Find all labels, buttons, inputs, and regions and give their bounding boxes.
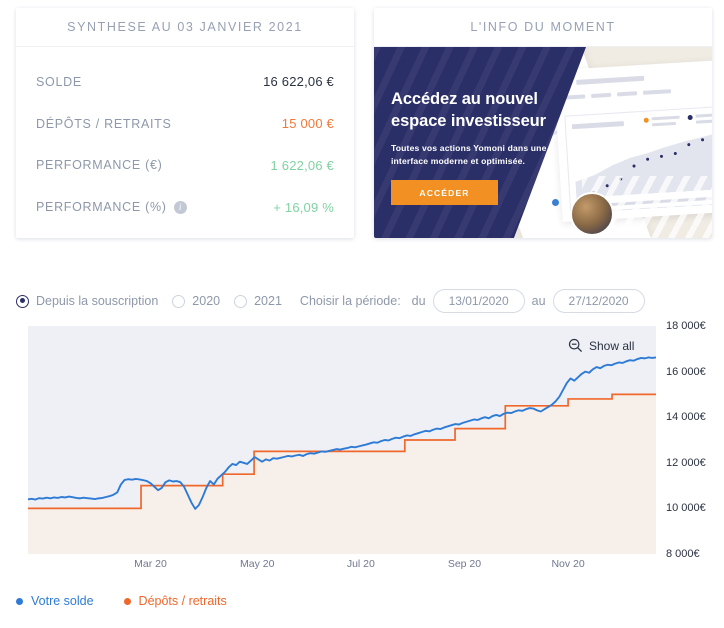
date-to-input[interactable]: 27/12/2020 <box>552 289 645 313</box>
summary-label-wrap: DÉPÔTS / RETRAITS <box>36 117 172 131</box>
radio-option-subscription[interactable]: Depuis la souscription <box>16 294 158 308</box>
legend-label: Votre solde <box>31 594 94 608</box>
summary-row-label: DÉPÔTS / RETRAITS <box>36 116 172 131</box>
show-all-button[interactable]: Show all <box>568 338 634 353</box>
legend-color-dot <box>16 597 23 605</box>
from-prefix: du <box>411 294 426 308</box>
promo-banner-header: L'INFO DU MOMENT <box>374 8 712 47</box>
legend-item-balance[interactable]: Votre solde <box>16 594 94 608</box>
x-axis-tick: Mar 20 <box>134 558 167 570</box>
summary-row-label: PERFORMANCE (%) <box>36 200 167 215</box>
summary-row-label: SOLDE <box>36 74 82 89</box>
banner-subtitle: Toutes vos actions Yomoni dans une inter… <box>391 142 547 166</box>
to-prefix: au <box>531 294 546 308</box>
radio-label[interactable]: 2020 <box>192 294 221 308</box>
y-axis-tick: 12 000€ <box>666 456 706 469</box>
summary-row-value: 15 000 € <box>281 116 334 132</box>
promo-banner-card: L'INFO DU MOMENT <box>374 8 712 238</box>
radio-option-2020[interactable]: 2020 <box>172 294 220 308</box>
summary-label-wrap: SOLDE <box>36 75 82 89</box>
radio-label[interactable]: 2021 <box>254 294 282 308</box>
summary-row: SOLDE 16 622,06 € <box>36 65 334 99</box>
x-axis-tick: Jul 20 <box>346 558 375 570</box>
summary-row: PERFORMANCE (€) 1 622,06 € <box>36 148 334 182</box>
radio-icon[interactable] <box>234 294 248 308</box>
summary-row: PERFORMANCE (%) i + 16,09 % <box>36 190 334 224</box>
summary-row-value: 16 622,06 € <box>263 74 334 90</box>
x-axis-tick: Nov 20 <box>551 558 585 570</box>
radio-label[interactable]: Depuis la souscription <box>36 294 159 308</box>
deposits-area-fill <box>28 394 656 554</box>
legend-color-dot <box>123 597 131 605</box>
summary-label-wrap: PERFORMANCE (%) i <box>36 200 187 214</box>
x-axis-labels: Mar 20 May 20 Jul 20 Sep 20 Nov 20 <box>28 558 656 576</box>
x-axis-tick: Sep 20 <box>447 558 482 570</box>
info-icon[interactable]: i <box>173 200 187 214</box>
promo-banner-art[interactable]: Accédez au nouvel espace investisseur To… <box>374 47 712 238</box>
legend-label: Dépôts / retraits <box>138 594 227 608</box>
radio-icon[interactable] <box>16 294 29 308</box>
y-axis-tick: 10 000€ <box>666 502 706 515</box>
decorative-dot <box>552 199 559 206</box>
performance-chart: Show all 18 000€ 16 000€ 14 000€ 12 000€ 10 … <box>16 320 716 571</box>
summary-card: SYNTHESE AU 03 JANVIER 2021 SOLDE 16 622… <box>16 8 354 238</box>
y-axis-labels: 18 000€ 16 000€ 14 000€ 12 000€ 10 000€ 8 000… <box>666 320 724 560</box>
y-axis-tick: 8 000€ <box>666 548 700 560</box>
summary-card-header: SYNTHESE AU 03 JANVIER 2021 <box>16 8 354 47</box>
deposits-step-line <box>28 393 656 510</box>
period-label: Choisir la période: <box>299 294 401 308</box>
radio-icon[interactable] <box>172 294 186 308</box>
magnifier-minus-icon <box>568 338 583 353</box>
banner-cta-button[interactable]: ACCÉDER <box>391 180 498 206</box>
y-axis-tick: 16 000€ <box>666 365 706 378</box>
show-all-label: Show all <box>589 338 635 353</box>
summary-row: DÉPÔTS / RETRAITS 15 000 € <box>36 107 334 141</box>
banner-copy: Accédez au nouvel espace investisseur To… <box>391 89 566 206</box>
chart-plot-area[interactable] <box>27 326 657 554</box>
banner-title: Accédez au nouvel espace investisseur <box>391 90 546 130</box>
summary-row-label: PERFORMANCE (€) <box>36 158 163 173</box>
summary-card-body: SOLDE 16 622,06 € DÉPÔTS / RETRAITS 15 0… <box>16 47 354 238</box>
date-from-input[interactable]: 13/01/2020 <box>432 289 525 313</box>
chart-legend: Votre solde Dépôts / retraits <box>16 594 227 608</box>
y-axis-tick: 14 000€ <box>666 411 706 424</box>
balance-line <box>27 356 657 510</box>
summary-label-wrap: PERFORMANCE (€) <box>36 158 162 172</box>
avatar <box>570 192 614 236</box>
radio-option-2021[interactable]: 2021 <box>234 294 282 308</box>
y-axis-tick: 18 000€ <box>666 320 706 332</box>
period-filter-bar: Depuis la souscription 2020 2021 Choisir… <box>16 288 645 314</box>
summary-row-value: 1 622,06 € <box>270 157 334 173</box>
cards-row: SYNTHESE AU 03 JANVIER 2021 SOLDE 16 622… <box>0 0 724 238</box>
legend-item-deposits[interactable]: Dépôts / retraits <box>123 594 227 608</box>
x-axis-tick: May 20 <box>240 558 275 570</box>
summary-row-value: + 16,09 % <box>273 199 334 215</box>
chart-svg <box>27 356 657 554</box>
